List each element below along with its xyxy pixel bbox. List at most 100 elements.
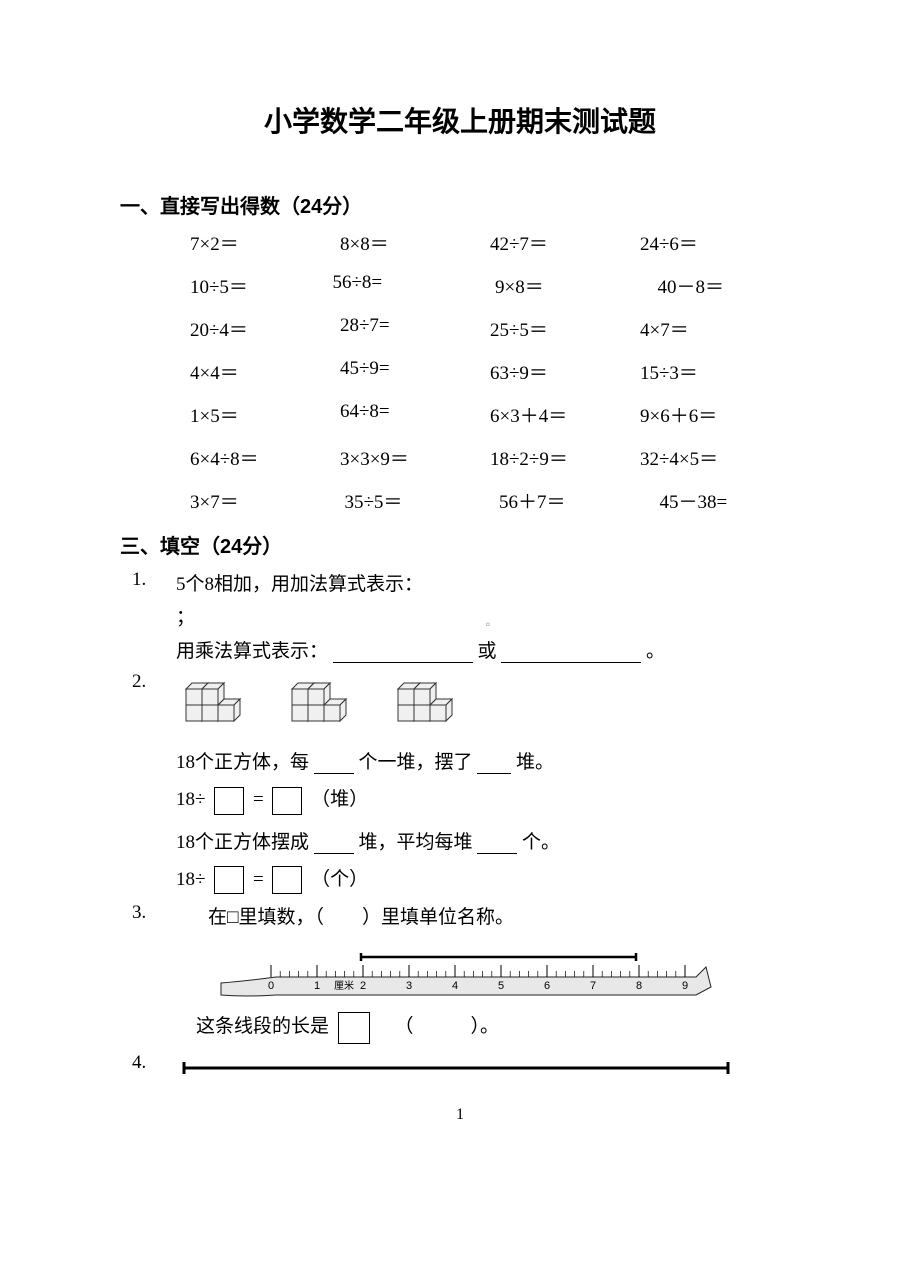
text: 18÷ (176, 869, 205, 890)
page: 小学数学二年级上册期末测试题 一、直接写出得数（24分） 7×2＝ 8×8＝ 4… (0, 0, 920, 1164)
eq-cell: 63÷9＝ (490, 358, 640, 385)
eq-cell: 64÷8= (340, 401, 490, 428)
eq-cell: 4×7＝ (640, 315, 790, 342)
eq-cell: 4×4＝ (190, 358, 340, 385)
blank-line (501, 641, 641, 663)
q-body: 18个正方体，每 个一堆，摆了 堆。 18÷ = （堆） 18个正方体摆成 堆 (176, 671, 800, 894)
eq-cell: 15÷3＝ (640, 358, 790, 385)
line-segment-illustration (176, 1060, 800, 1076)
eq-cell: 1×5＝ (190, 401, 340, 428)
eq-cell: 7×2＝ (190, 229, 340, 256)
eq-cell: 42÷7＝ (490, 229, 640, 256)
blank-line (333, 641, 473, 663)
eq-cell: 25÷5＝ (490, 315, 640, 342)
page-number: 1 (120, 1106, 800, 1124)
eq-cell: 45÷9= (340, 358, 490, 385)
q-body (176, 1052, 800, 1076)
eq-cell: 32÷4×5＝ (640, 444, 790, 471)
question-3: 3. 在□里填数，（ ）里填单位名称。 01厘米23456789 这条线段的长是 (132, 902, 800, 1044)
eq-cell: 6×4÷8＝ (190, 444, 340, 471)
text: 个。 (522, 832, 560, 853)
svg-text:6: 6 (544, 980, 550, 992)
svg-text:3: 3 (406, 980, 412, 992)
svg-text:2: 2 (360, 980, 366, 992)
q-num: 1. (132, 569, 176, 663)
eq-cell: 20÷4＝ (190, 315, 340, 342)
svg-text:厘米: 厘米 (334, 979, 354, 992)
cube-stack-icon (388, 675, 466, 733)
svg-text:7: 7 (590, 980, 596, 992)
equations-grid: 7×2＝ 8×8＝ 42÷7＝ 24÷6＝ 10÷5＝ 56÷8= 9×8＝ 4… (190, 229, 800, 514)
cubes-illustration (176, 675, 800, 733)
q3-answer-line: 这条线段的长是 （ ）。 (196, 1011, 800, 1044)
blank-line (477, 752, 511, 774)
eq-cell: 18÷2÷9＝ (490, 444, 640, 471)
eq-cell: 3×3×9＝ (340, 444, 490, 471)
eq-cell: 6×3＋4＝ (490, 401, 640, 428)
eq-cell: 8×8＝ (340, 229, 490, 256)
text: 18÷ (176, 789, 205, 810)
q-num: 2. (132, 671, 176, 894)
eq-row: 1×5＝ 64÷8= 6×3＋4＝ 9×6＋6＝ (190, 401, 800, 428)
blank-line (314, 752, 354, 774)
eq-row: 10÷5＝ 56÷8= 9×8＝ 40－8＝ (190, 272, 800, 299)
small-dot-icon: ▫ (176, 617, 800, 632)
svg-text:0: 0 (268, 980, 274, 992)
q1-line1: 5个8相加，用加法算式表示： (176, 569, 800, 596)
text: （堆） (311, 789, 368, 810)
eq-row: 4×4＝ 45÷9= 63÷9＝ 15÷3＝ (190, 358, 800, 385)
box-blank (272, 866, 302, 894)
q-num: 4. (132, 1052, 176, 1076)
blank-line (477, 832, 517, 854)
q1-line2b: 或 (478, 641, 497, 662)
ruler-illustration: 01厘米23456789 (216, 947, 800, 1001)
question-2: 2. (132, 671, 800, 894)
eq-row: 6×4÷8＝ 3×3×9＝ 18÷2÷9＝ 32÷4×5＝ (190, 444, 800, 471)
eq-cell: 40－8＝ (638, 272, 801, 299)
eq-cell: 56＋7＝ (485, 487, 640, 514)
text: 18个正方体，每 (176, 752, 309, 773)
q1-line2a: 用乘法算式表示： (176, 641, 328, 662)
q2-line4: 18÷ = （个） (176, 864, 800, 895)
q1-line2c: 。 (646, 641, 665, 662)
text: 这条线段的长是 (196, 1016, 329, 1037)
q1-line2: 用乘法算式表示： 或 。 (176, 636, 800, 663)
section-3-heading: 三、填空（24分） (120, 530, 800, 559)
box-blank (272, 787, 302, 815)
eq-cell: 9×6＋6＝ (640, 401, 790, 428)
text: 个一堆，摆了 (359, 752, 473, 773)
cube-stack-icon (176, 675, 254, 733)
eq-cell: 9×8＝ (475, 272, 638, 299)
box-blank (338, 1012, 370, 1044)
doc-title: 小学数学二年级上册期末测试题 (120, 100, 800, 140)
text: = (253, 789, 264, 810)
q-body: 5个8相加，用加法算式表示： ； ▫ 用乘法算式表示： 或 。 (176, 569, 800, 663)
cube-stack-icon (282, 675, 360, 733)
text: 18个正方体摆成 (176, 832, 309, 853)
q2-line3: 18个正方体摆成 堆，平均每堆 个。 (176, 827, 800, 854)
eq-cell: 3×7＝ (190, 487, 331, 514)
svg-text:8: 8 (636, 980, 642, 992)
text: = (253, 869, 264, 890)
eq-row: 3×7＝ 35÷5＝ 56＋7＝ 45－38= (190, 487, 800, 514)
q2-line2: 18÷ = （堆） (176, 784, 800, 815)
text: 堆，平均每堆 (359, 832, 473, 853)
eq-cell: 45－38= (640, 487, 801, 514)
eq-cell: 56÷8= (333, 272, 476, 299)
q-num: 3. (132, 902, 176, 1044)
question-1: 1. 5个8相加，用加法算式表示： ； ▫ 用乘法算式表示： 或 。 (132, 569, 800, 663)
eq-cell: 10÷5＝ (190, 272, 333, 299)
question-4: 4. (132, 1052, 800, 1076)
box-blank (214, 787, 244, 815)
q2-line1: 18个正方体，每 个一堆，摆了 堆。 (176, 747, 800, 774)
eq-row: 7×2＝ 8×8＝ 42÷7＝ 24÷6＝ (190, 229, 800, 256)
eq-cell: 28÷7= (340, 315, 490, 342)
eq-cell: 35÷5＝ (331, 487, 486, 514)
eq-cell: 24÷6＝ (640, 229, 790, 256)
eq-row: 20÷4＝ 28÷7= 25÷5＝ 4×7＝ (190, 315, 800, 342)
q-body: 在□里填数，（ ）里填单位名称。 01厘米23456789 这条线段的长是 （ (176, 902, 800, 1044)
svg-text:9: 9 (682, 980, 688, 992)
blank-line (314, 832, 354, 854)
box-blank (214, 866, 244, 894)
question-list: 1. 5个8相加，用加法算式表示： ； ▫ 用乘法算式表示： 或 。 2. (132, 569, 800, 1076)
